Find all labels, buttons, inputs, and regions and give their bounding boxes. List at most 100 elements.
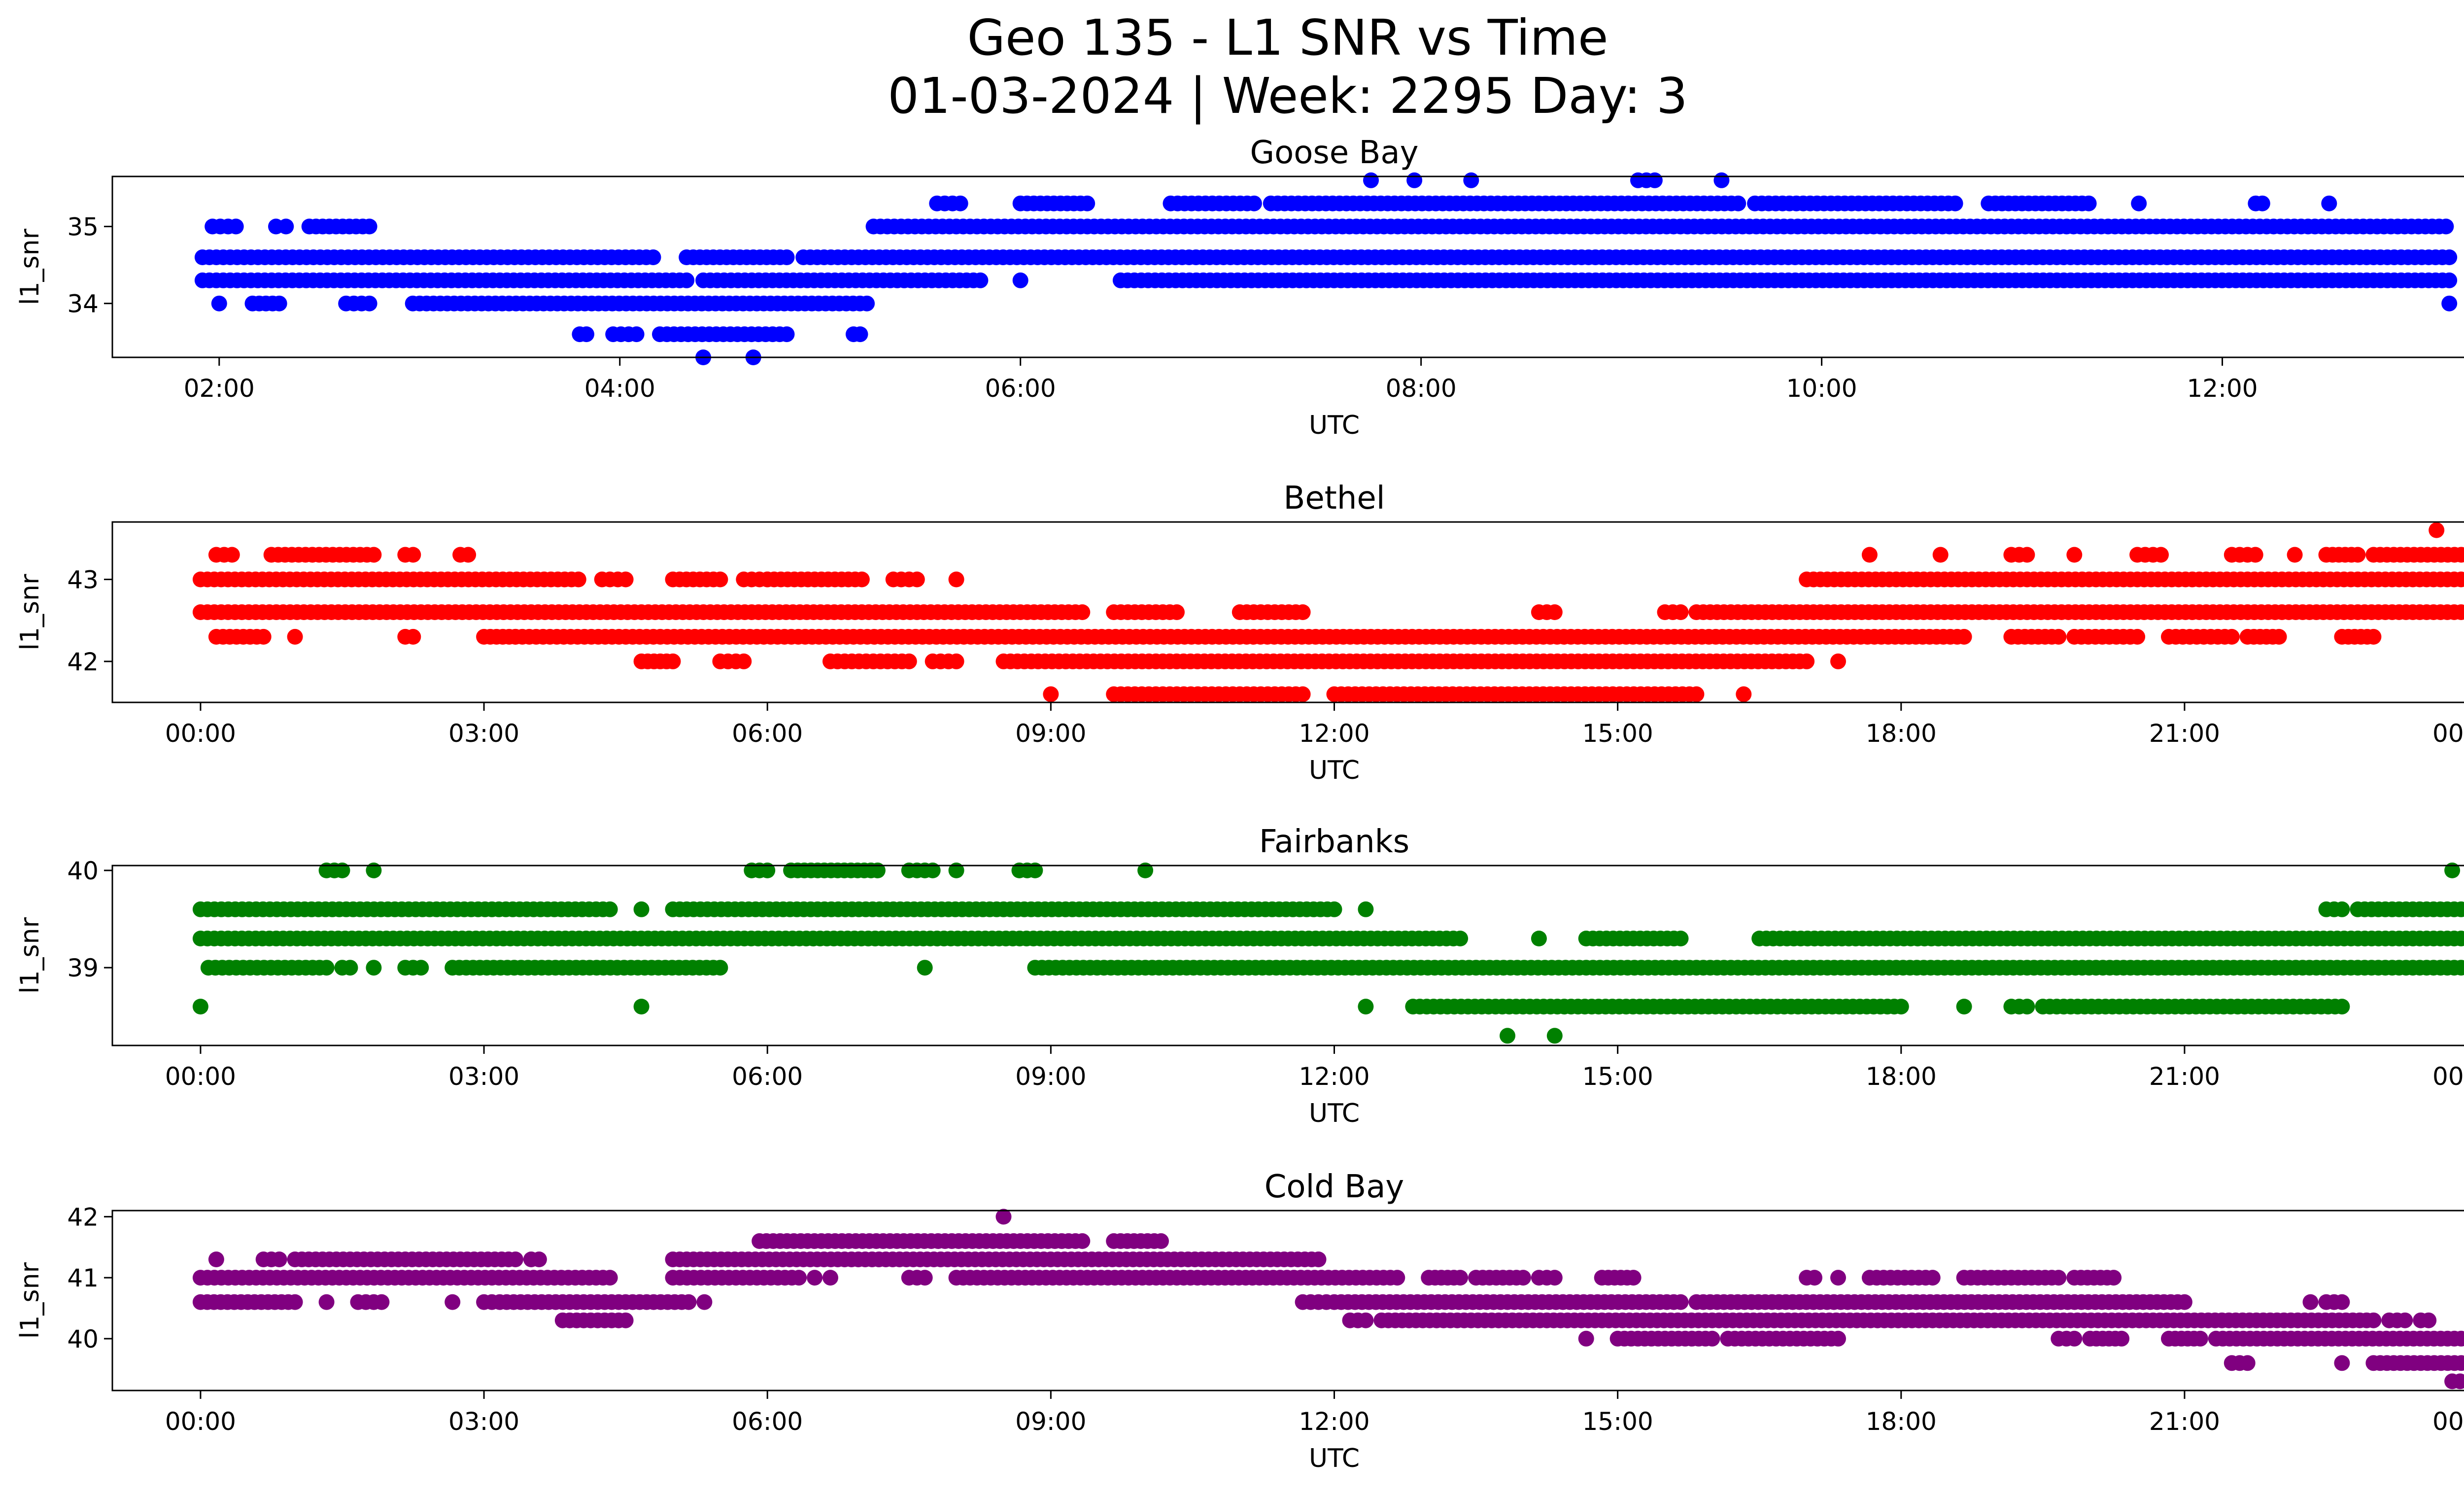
data-point: [2460, 1374, 2464, 1389]
chart-goose-bay: Goose Bay 02:00 04:00 06:00 08:00 10:00 12:00 3…: [15, 135, 2464, 440]
x-tick-label: 03:00: [448, 1407, 519, 1436]
x-axis-label: UTC: [1309, 756, 1360, 785]
data-point: [1326, 901, 1342, 917]
data-point: [1924, 1270, 1941, 1286]
data-point: [2239, 1355, 2256, 1371]
data-point: [2129, 628, 2146, 645]
data-point: [1043, 686, 1059, 702]
data-point: [1730, 195, 1746, 211]
data-point: [2334, 901, 2350, 917]
data-point: [413, 960, 429, 976]
data-point: [318, 960, 335, 976]
data-point: [681, 1294, 697, 1310]
data-point: [2334, 1355, 2350, 1371]
data-point: [271, 295, 287, 312]
data-point: [924, 862, 941, 878]
data-point: [228, 218, 244, 235]
data-point: [602, 1270, 618, 1286]
data-point: [224, 547, 240, 563]
data-point: [696, 1294, 713, 1310]
x-axis-label: UTC: [1309, 1099, 1360, 1128]
data-point: [807, 1270, 823, 1286]
y-tick-label: 42: [67, 1203, 99, 1231]
y-axis-label: l1_snr: [15, 917, 45, 994]
x-axis-label: UTC: [1309, 1444, 1360, 1473]
data-point: [1546, 1270, 1563, 1286]
x-axis-label: UTC: [1309, 411, 1360, 440]
x-tick-label: 15:00: [1582, 1407, 1653, 1436]
data-point: [1137, 862, 1154, 878]
data-point: [779, 326, 795, 343]
data-point: [917, 1270, 933, 1286]
plot-frame: [111, 175, 2464, 358]
data-point: [952, 195, 968, 211]
x-tick-label: 10:00: [1786, 374, 1857, 403]
x-tick-label: 12:00: [2187, 374, 2258, 403]
data-point: [318, 1294, 335, 1310]
y-tick-label: 40: [67, 1325, 99, 1354]
y-tick-label: 39: [67, 954, 99, 982]
data-point: [445, 1294, 461, 1310]
data-point: [1807, 1270, 1822, 1286]
data-point: [1673, 1294, 1689, 1310]
y-tick-label: 34: [67, 290, 99, 318]
data-point: [1295, 604, 1311, 620]
x-tick-label: 02:00: [184, 374, 255, 403]
x-tick-label: 18:00: [1866, 1062, 1937, 1091]
data-points: [192, 1209, 2464, 1390]
data-point: [278, 218, 294, 235]
data-point: [1646, 172, 1663, 188]
data-point: [2153, 547, 2169, 563]
y-axis-label: l1_snr: [15, 1262, 45, 1339]
data-point: [508, 1252, 523, 1267]
x-tick-label: 00:00: [165, 1062, 236, 1091]
x-tick-label: 21:00: [2149, 1062, 2220, 1091]
data-point: [342, 960, 358, 976]
data-point: [1546, 1028, 1563, 1044]
data-point: [2460, 932, 2464, 945]
data-point: [948, 571, 964, 588]
data-point: [1358, 999, 1374, 1015]
x-tick-label: 04:00: [584, 374, 655, 403]
figure-title-line2: 01-03-2024 | Week: 2295 Day: 3: [888, 67, 1688, 125]
x-tick-label: 06:00: [732, 1407, 803, 1436]
data-point: [628, 326, 645, 343]
data-point: [633, 901, 650, 917]
data-point: [366, 547, 382, 563]
data-point: [995, 1209, 1012, 1225]
x-tick-label: 09:00: [1015, 1062, 1086, 1091]
data-point: [2176, 1294, 2192, 1310]
data-point: [287, 1294, 303, 1310]
figure-title: Geo 135 - L1 SNR vs Time 01-03-2024 | We…: [0, 9, 2464, 125]
data-point: [2066, 1330, 2083, 1347]
data-point: [361, 295, 377, 312]
data-point: [1358, 1312, 1374, 1328]
data-point: [2365, 628, 2382, 645]
x-tick-label: 18:00: [1866, 719, 1937, 748]
x-tick-label: 09:00: [1015, 719, 1086, 748]
data-points: [192, 522, 2464, 702]
x-tick-label: 00:00: [165, 1407, 236, 1436]
chart-fairbanks: Fairbanks 00:00 03:00 06:00 09:00 12:00 15:00 1…: [15, 824, 2464, 1128]
data-point: [1546, 604, 1563, 620]
x-tick-label: 00:00: [165, 719, 236, 748]
data-point: [645, 249, 661, 265]
x-tick-label: 15:00: [1582, 719, 1653, 748]
data-point: [948, 862, 964, 878]
panel-title: Fairbanks: [1259, 824, 1409, 860]
y-tick-label: 41: [67, 1264, 99, 1292]
data-point: [1799, 653, 1815, 669]
data-point: [1704, 1330, 1720, 1347]
y-axis-label: l1_snr: [15, 574, 45, 651]
data-point: [460, 547, 477, 563]
chart-bethel: Bethel 00:00 03:00 06:00 09:00 12:00 15:00 18:0…: [15, 480, 2464, 785]
data-point: [679, 272, 695, 288]
plot-frame: [111, 865, 2464, 1046]
panel-title: Goose Bay: [1250, 135, 1419, 171]
chart-cold-bay: Cold Bay 00:00 03:00 06:00 09:00 12:00 15:00 18…: [15, 1169, 2464, 1473]
data-point: [2460, 572, 2464, 587]
data-point: [1688, 686, 1705, 702]
y-tick-label: 43: [67, 565, 99, 594]
data-point: [2302, 1294, 2319, 1310]
data-point: [1169, 604, 1185, 620]
